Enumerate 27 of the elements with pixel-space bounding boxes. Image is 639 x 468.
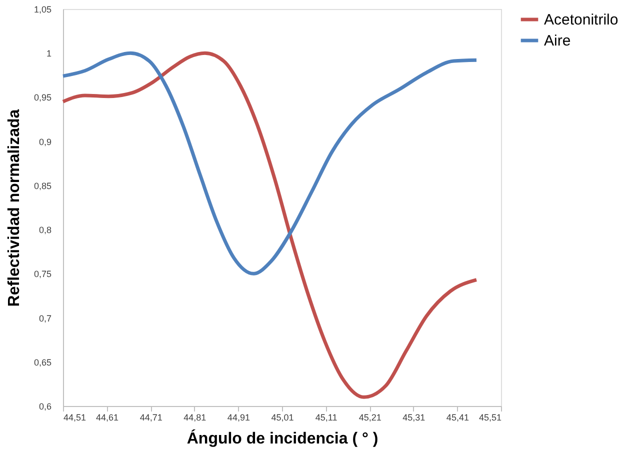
- x-axis-title: Ángulo de incidencia ( ° ): [186, 428, 378, 448]
- x-tick-label: 44,91: [227, 412, 250, 422]
- y-tick-label: 0,95: [34, 92, 52, 103]
- line-series: [61, 51, 478, 276]
- y-tick-label: 0,65: [34, 357, 52, 368]
- x-tick-label: 45,21: [358, 412, 382, 422]
- legend-label: Acetonitrilo: [544, 12, 618, 28]
- x-tick-label: 44,71: [140, 412, 162, 422]
- x-tick-label: 45,11: [315, 412, 338, 422]
- x-tick-label: 44,61: [96, 412, 119, 422]
- line-series: [61, 51, 478, 399]
- legend-label: Aire: [544, 32, 571, 50]
- x-tick-label: 44,51: [64, 412, 86, 422]
- y-tick-label: 1: [46, 48, 52, 59]
- y-tick-label: 1,05: [34, 4, 52, 14]
- x-tick-label: 45,31: [402, 412, 426, 422]
- x-tick-label: 45,01: [271, 412, 294, 422]
- x-tick-label: 44,81: [184, 412, 206, 422]
- x-tick-label: 45,51: [478, 412, 502, 422]
- y-tick-label: 0,7: [38, 313, 52, 324]
- y-axis-title: Reflectividad normalizada: [6, 109, 23, 307]
- y-tick-label: 0,8: [38, 225, 52, 236]
- x-tick-label: 45,41: [446, 412, 469, 422]
- y-tick-label: 0,75: [34, 269, 52, 280]
- y-tick-label: 0,85: [34, 180, 52, 191]
- y-tick-label: 0,9: [38, 136, 52, 147]
- y-tick-label: 0,6: [38, 402, 52, 412]
